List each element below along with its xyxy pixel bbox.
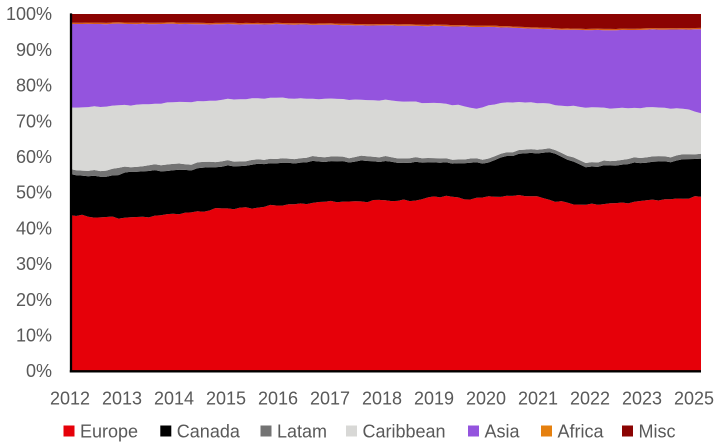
svg-text:Africa: Africa (558, 422, 605, 442)
svg-text:30%: 30% (16, 254, 52, 274)
svg-text:Caribbean: Caribbean (363, 422, 446, 442)
svg-text:Asia: Asia (485, 422, 521, 442)
svg-text:2019: 2019 (414, 388, 454, 408)
svg-text:10%: 10% (16, 326, 52, 346)
svg-text:60%: 60% (16, 147, 52, 167)
svg-text:2023: 2023 (622, 388, 662, 408)
svg-text:Canada: Canada (177, 422, 241, 442)
svg-text:2012: 2012 (50, 388, 90, 408)
svg-text:Europe: Europe (80, 422, 138, 442)
svg-text:70%: 70% (16, 111, 52, 131)
svg-text:2015: 2015 (206, 388, 246, 408)
svg-text:80%: 80% (16, 76, 52, 96)
svg-text:2017: 2017 (310, 388, 350, 408)
svg-text:2020: 2020 (466, 388, 506, 408)
svg-text:2022: 2022 (570, 388, 610, 408)
svg-text:2014: 2014 (154, 388, 194, 408)
svg-text:50%: 50% (16, 183, 52, 203)
svg-text:0%: 0% (26, 361, 52, 381)
svg-text:2021: 2021 (518, 388, 558, 408)
svg-text:2018: 2018 (362, 388, 402, 408)
svg-text:2013: 2013 (102, 388, 142, 408)
svg-text:Latam: Latam (277, 422, 327, 442)
svg-text:40%: 40% (16, 218, 52, 238)
svg-text:20%: 20% (16, 290, 52, 310)
svg-text:100%: 100% (6, 4, 52, 24)
svg-text:2025: 2025 (674, 388, 714, 408)
svg-text:2016: 2016 (258, 388, 298, 408)
svg-text:90%: 90% (16, 40, 52, 60)
svg-text:Misc: Misc (639, 422, 676, 442)
